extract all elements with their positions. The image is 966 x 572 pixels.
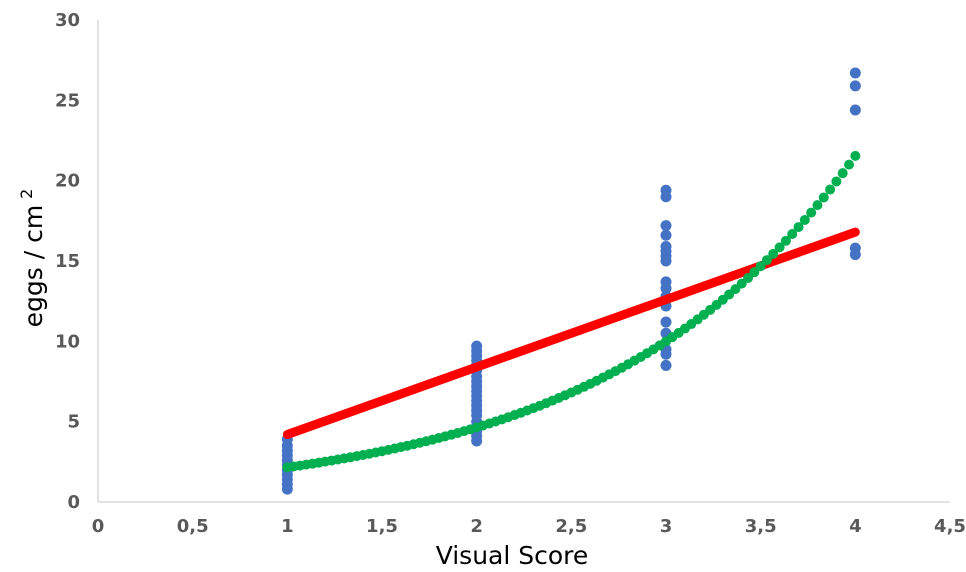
x-tick-label: 0 (92, 516, 105, 537)
x-tick-label: 2 (470, 516, 483, 537)
data-points (281, 67, 861, 495)
exponential-trend-point (812, 200, 823, 211)
exponential-trend-point (825, 184, 836, 195)
exponential-trend-point (799, 214, 810, 225)
exponential-trend-point (780, 235, 791, 246)
x-tick-label: 1 (281, 516, 294, 537)
data-point (660, 229, 672, 241)
data-point (660, 276, 672, 288)
y-tick-label: 30 (55, 10, 80, 31)
data-point (660, 241, 672, 253)
axes (97, 20, 950, 503)
data-point (849, 104, 861, 116)
data-point (471, 340, 483, 352)
exponential-trend-point (831, 176, 842, 187)
data-point (849, 80, 861, 92)
x-tick-label: 4 (849, 516, 862, 537)
data-point (660, 359, 672, 371)
y-axis-title-superscript: 2 (17, 189, 36, 199)
x-tick-label: 2,5 (555, 516, 587, 537)
data-point (660, 316, 672, 328)
exponential-trend-point (743, 272, 754, 283)
exponential-trend-point (818, 192, 829, 203)
y-axis-title: eggs / cm 2 (17, 189, 48, 328)
exponential-trend-point (768, 248, 779, 259)
exponential-trend-point (844, 159, 855, 170)
y-tick-label: 0 (67, 492, 80, 513)
y-tick-label: 5 (67, 412, 80, 433)
x-tick-label: 3,5 (745, 516, 777, 537)
y-tick-label: 20 (55, 171, 80, 192)
exponential-trend-point (837, 168, 848, 179)
exponential-trend-point (774, 242, 785, 253)
y-tick-label: 15 (55, 251, 80, 272)
exponential-trend-line (282, 150, 861, 473)
y-tick-label: 25 (55, 90, 80, 111)
exponential-trend-point (787, 229, 798, 240)
exponential-trend-point (850, 150, 861, 161)
x-tick-label: 4,5 (934, 516, 966, 537)
data-point (849, 242, 861, 254)
exponential-trend-point (749, 267, 760, 278)
exponential-trend-point (793, 222, 804, 233)
exponential-trend-point (806, 207, 817, 218)
x-axis-title: Visual Score (436, 541, 589, 570)
trend-lines (282, 150, 861, 473)
y-tick-labels: 0 5 10 15 20 25 30 (55, 10, 80, 513)
x-tick-labels: 0 0,5 1 1,5 2 2,5 3 3,5 4 4,5 (92, 516, 966, 537)
exponential-trend-point (761, 255, 772, 266)
data-point (660, 220, 672, 232)
x-tick-label: 1,5 (366, 516, 398, 537)
y-tick-label: 10 (55, 331, 80, 352)
data-point (849, 67, 861, 79)
data-point (660, 184, 672, 196)
y-axis-title-text: eggs / cm (19, 205, 48, 328)
exponential-trend-point (755, 261, 766, 272)
x-tick-label: 3 (660, 516, 673, 537)
x-tick-label: 0,5 (177, 516, 209, 537)
